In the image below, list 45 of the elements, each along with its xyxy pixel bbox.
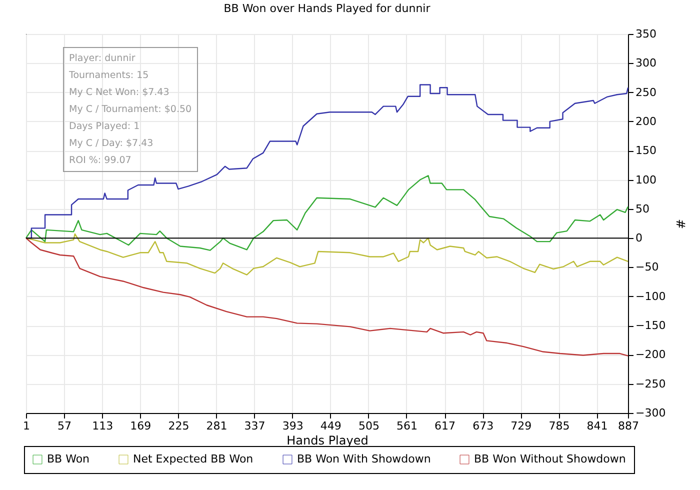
- y-tick-label: 0: [636, 232, 642, 245]
- x-tick-label: 561: [396, 420, 418, 432]
- x-axis-title: Hands Played: [286, 434, 368, 448]
- x-tick-label: 1: [23, 420, 30, 432]
- x-tick-label: 887: [618, 420, 639, 432]
- y-tick-label: 150: [636, 144, 656, 158]
- x-tick-label: 617: [434, 420, 456, 432]
- y-tick-label: −300: [636, 406, 666, 420]
- y-tick-label: 350: [636, 28, 656, 40]
- legend-label: BB Won With Showdown: [297, 452, 431, 466]
- x-tick-label: 729: [510, 420, 532, 432]
- x-tick-label: 841: [586, 420, 608, 432]
- x-tick-label: 169: [130, 420, 152, 432]
- chart-title: BB Won over Hands Played for dunnir: [224, 2, 431, 15]
- legend-label: Net Expected BB Won: [133, 452, 254, 466]
- y-tick-label: −200: [636, 348, 666, 362]
- annotation: Tournaments: 15: [69, 69, 150, 83]
- x-tick-label: 505: [358, 420, 380, 432]
- y-tick-label: 200: [636, 114, 656, 128]
- x-tick-label: 337: [244, 420, 266, 432]
- annotation: Days Played: 1: [69, 120, 141, 134]
- annotation: My C / Day: $7.43: [69, 137, 154, 151]
- annotation: ROI %: 99.07: [69, 154, 132, 168]
- annotation: Player: dunnir: [69, 52, 136, 66]
- x-tick-label: 393: [282, 420, 304, 432]
- y-tick-label: 300: [636, 56, 656, 70]
- y-tick-label: 100: [636, 173, 656, 186]
- x-tick-label: 785: [548, 420, 570, 432]
- y-tick-label: −150: [636, 319, 666, 332]
- y-tick-label: −100: [636, 290, 666, 303]
- y-axis-title: #: [674, 218, 688, 230]
- x-tick-label: 673: [472, 420, 494, 432]
- x-tick-label: 225: [168, 420, 190, 432]
- x-tick-label: 113: [92, 420, 114, 432]
- annotation: My C / Tournament: $0.50: [69, 103, 192, 117]
- legend-label: BB Won: [47, 452, 90, 466]
- legend-label: BB Won Without Showdown: [474, 452, 626, 466]
- y-tick-label: −250: [636, 377, 666, 390]
- x-tick-label: 449: [320, 420, 342, 432]
- annotation: My C Net Won: $7.43: [69, 86, 170, 100]
- y-tick-label: 250: [636, 86, 656, 99]
- y-tick-label: −50: [636, 260, 659, 274]
- y-tick-label: 50: [636, 202, 650, 216]
- x-tick-label: 57: [58, 420, 72, 432]
- x-tick-label: 281: [206, 420, 228, 432]
